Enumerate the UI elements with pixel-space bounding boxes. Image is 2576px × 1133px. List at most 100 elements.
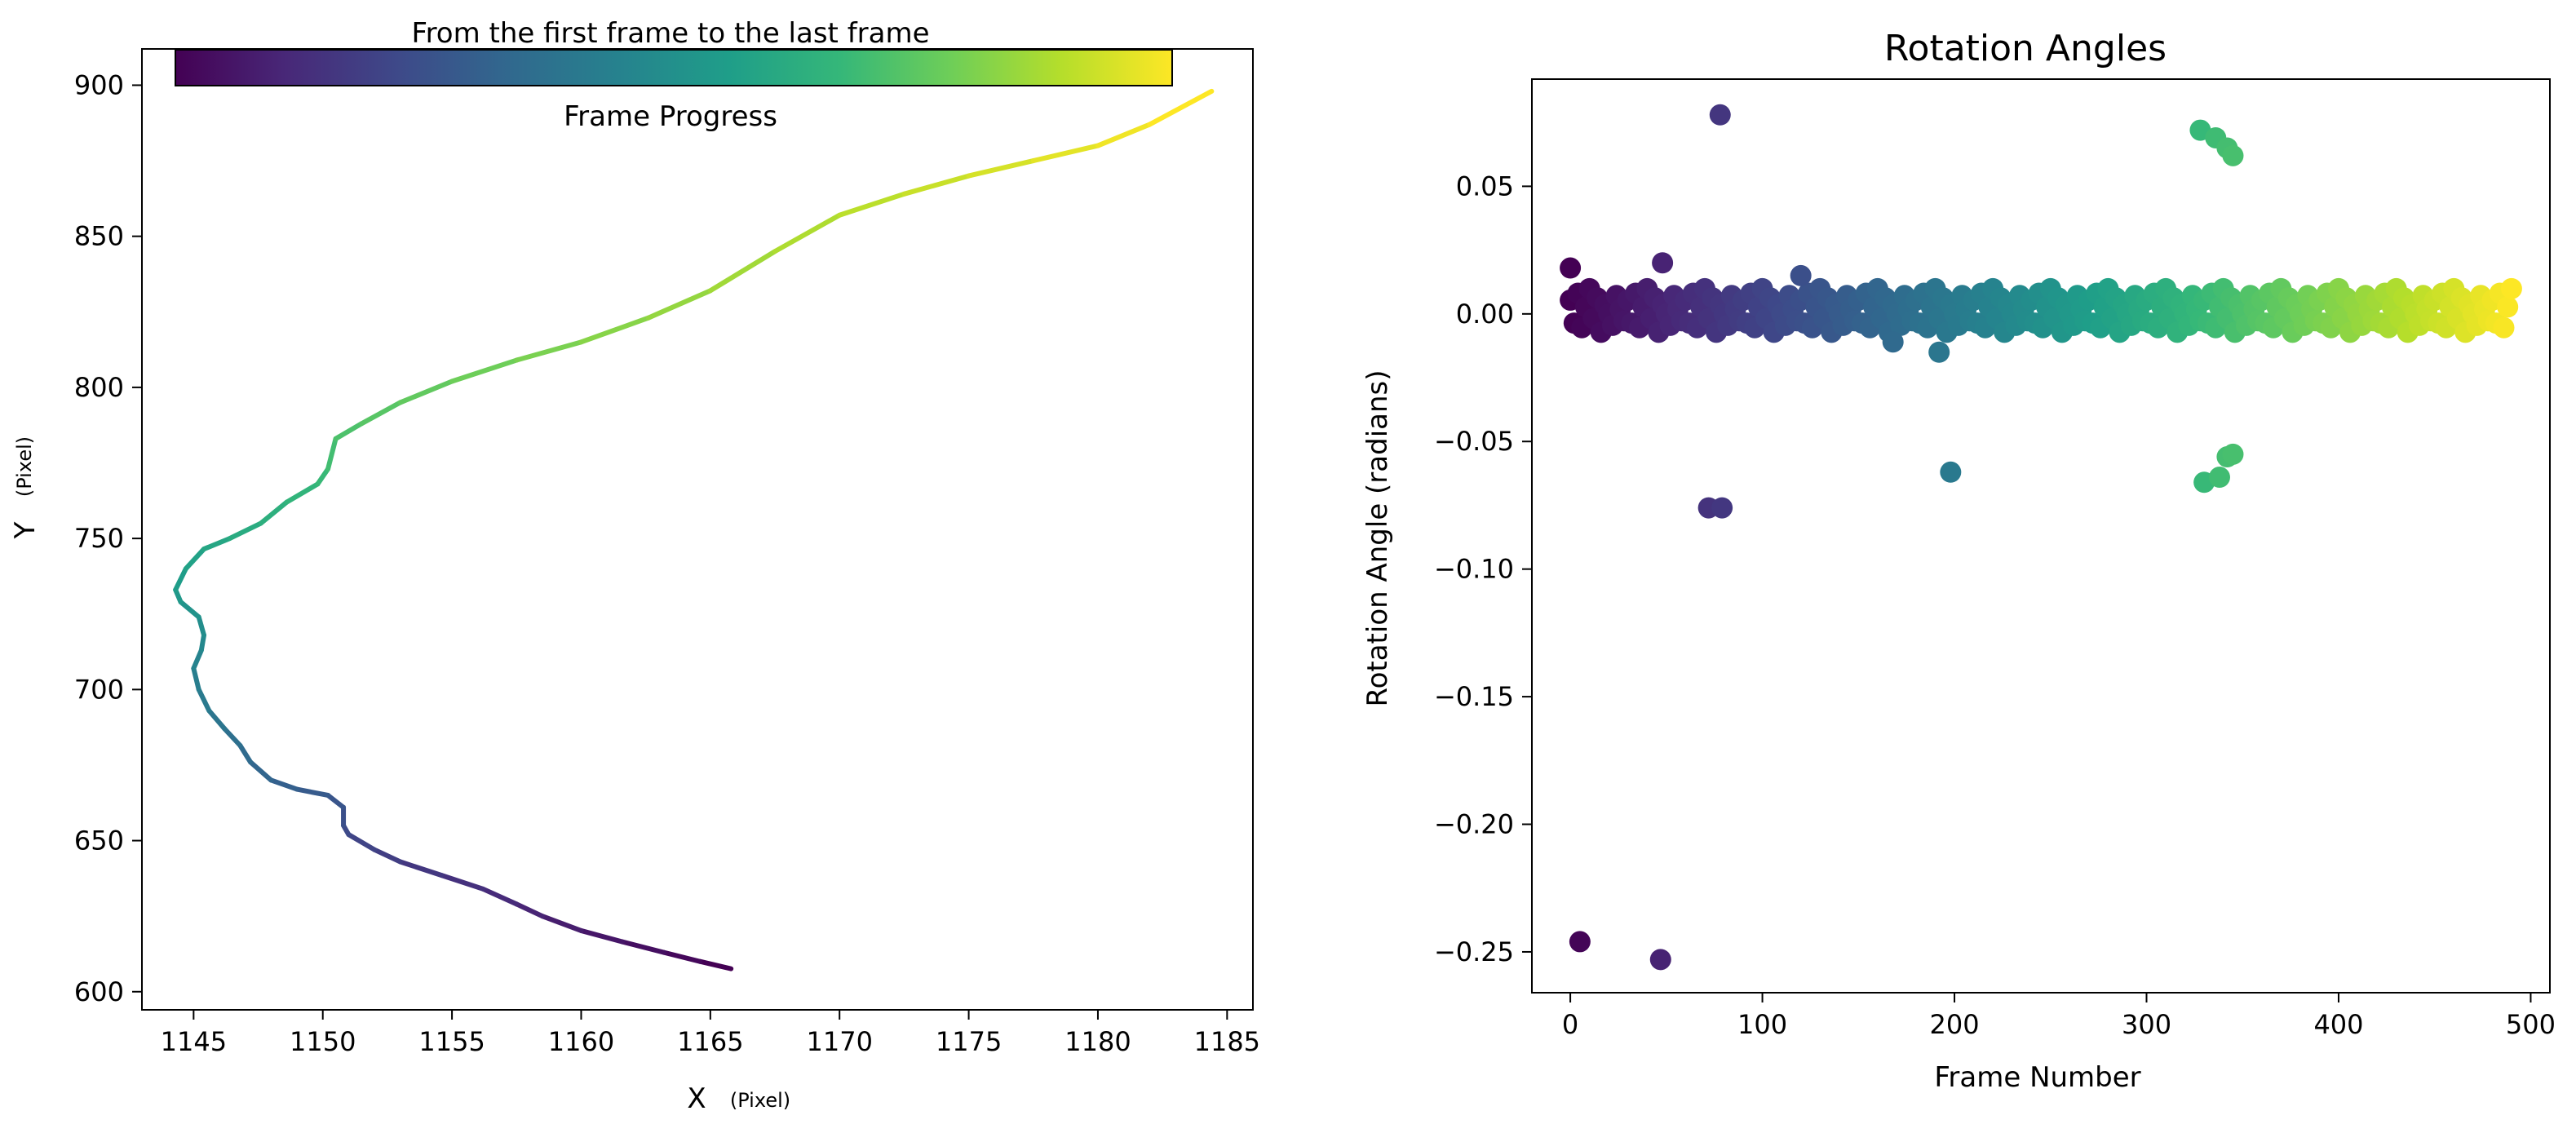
trajectory-segment (206, 708, 228, 732)
trajectory-segment (178, 599, 201, 620)
rotation-outlier-point (1882, 331, 1904, 353)
trajectory-line (173, 88, 1215, 971)
trajectory-segment (191, 666, 201, 693)
y-tick-label: 800 (74, 372, 124, 403)
rotation-outlier-point (1711, 497, 1733, 519)
trajectory-x-axis-label: X (687, 1082, 706, 1115)
trajectory-segment (196, 614, 207, 638)
trajectory-segment (578, 315, 651, 345)
trajectory-segment (325, 436, 339, 471)
x-tick-label: 300 (2122, 1009, 2171, 1040)
trajectory-segment (372, 847, 403, 865)
trajectory-segment (449, 357, 520, 384)
trajectory-segment (191, 648, 204, 671)
rotation-x-axis-label: Frame Number (1934, 1061, 2140, 1094)
x-tick-label: 1155 (418, 1026, 485, 1057)
trajectory-segment (284, 481, 321, 505)
trajectory-segment (837, 191, 907, 218)
rotation-outlier-point (2222, 144, 2244, 166)
y-tick-label: −0.20 (1434, 809, 1514, 840)
trajectory-segment (268, 777, 300, 792)
x-tick-label: 1145 (161, 1026, 227, 1057)
rotation-outlier-point (1709, 104, 1731, 126)
rotation-outlier-point (1560, 257, 1582, 279)
trajectory-segment (237, 742, 254, 765)
rotation-y-axis-label: Rotation Angle (radians) (1361, 370, 1394, 706)
rotation-point (2500, 277, 2522, 299)
x-tick-label: 200 (1929, 1009, 1979, 1040)
trajectory-segment (1095, 122, 1153, 148)
trajectory-segment (539, 914, 584, 933)
y-tick-label: 0.05 (1456, 170, 1514, 201)
x-tick-label: 1170 (806, 1026, 872, 1057)
x-tick-label: 0 (1562, 1009, 1578, 1040)
rotation-outlier-point (1928, 341, 1950, 363)
trajectory-segment (325, 792, 347, 810)
trajectory-segment (901, 173, 972, 197)
trajectory-segment (359, 400, 403, 427)
y-tick-label: 0.00 (1456, 299, 1514, 330)
y-tick-label: 850 (74, 221, 124, 252)
trajectory-segment (258, 499, 290, 526)
trajectory-y-axis-unit: (Pixel) (13, 436, 36, 497)
trajectory-segment (333, 421, 365, 441)
y-tick-label: 650 (74, 825, 124, 856)
rotation-outlier-point (1652, 252, 1674, 274)
trajectory-segment (201, 536, 232, 552)
y-tick-label: −0.10 (1434, 554, 1514, 585)
trajectory-segment (480, 886, 520, 907)
rotation-chart-title: Rotation Angles (1884, 28, 2167, 69)
trajectory-segment (173, 566, 188, 593)
trajectory-x-ticks: 1145 1150 1155 1160 1165 1170 1175 1180 1185 (161, 1010, 1260, 1057)
trajectory-chart: 1145 1150 1155 1160 1165 1170 1175 1180 1185 600… (9, 17, 1260, 1115)
trajectory-segment (514, 339, 584, 363)
trajectory-segment (661, 949, 703, 964)
trajectory-segment (707, 249, 778, 294)
x-tick-label: 1180 (1064, 1026, 1131, 1057)
colorbar-label: Frame Progress (564, 100, 777, 133)
trajectory-segment (248, 759, 274, 783)
x-tick-label: 1160 (548, 1026, 614, 1057)
rotation-plot-frame (1531, 78, 2551, 994)
colorbar-title: From the first frame to the last frame (411, 17, 929, 50)
x-tick-label: 1150 (290, 1026, 356, 1057)
trajectory-segment (198, 632, 207, 653)
trajectory-segment (196, 687, 212, 714)
trajectory-segment (315, 466, 331, 487)
trajectory-segment (294, 786, 331, 798)
y-tick-label: −0.15 (1434, 681, 1514, 712)
trajectory-segment (222, 726, 243, 748)
y-tick-label: 900 (74, 69, 124, 100)
trajectory-segment (346, 832, 378, 852)
y-tick-label: 750 (74, 523, 124, 554)
rotation-outlier-point (1790, 264, 1812, 286)
rotation-points (1560, 104, 2522, 971)
trajectory-segment (514, 901, 545, 919)
trajectory-segment (1030, 143, 1100, 164)
rotation-outlier-point (1649, 949, 1671, 971)
trajectory-segment (397, 378, 455, 405)
trajectory-y-ticks: 600 650 700 750 800 850 900 (74, 69, 142, 1007)
rotation-chart: Rotation Angles 0 100 200 300 400 500 0.050.0… (1361, 28, 2556, 1094)
rotation-y-ticks: 0.05 0.00 −0.05 −0.10 −0.15 −0.20 −0.25 (1434, 170, 1532, 967)
rotation-outlier-point (1940, 461, 1962, 483)
trajectory-segment (183, 547, 207, 572)
y-tick-label: −0.25 (1434, 936, 1514, 967)
trajectory-segment (397, 859, 445, 879)
rotation-outlier-point (1569, 931, 1591, 953)
trajectory-x-axis-unit: (Pixel) (730, 1089, 790, 1112)
x-tick-label: 1185 (1194, 1026, 1260, 1057)
trajectory-segment (227, 520, 263, 542)
rotation-outlier-point (2208, 467, 2230, 489)
trajectory-segment (439, 873, 486, 892)
colorbar (175, 49, 1173, 86)
trajectory-plot-frame (141, 48, 1254, 1011)
y-tick-label: −0.05 (1434, 426, 1514, 457)
trajectory-segment (1147, 88, 1215, 127)
trajectory-segment (620, 939, 666, 955)
trajectory-segment (578, 927, 626, 945)
x-tick-label: 500 (2506, 1009, 2556, 1040)
y-tick-label: 700 (74, 674, 124, 705)
rotation-point (2497, 296, 2519, 318)
trajectory-segment (645, 288, 713, 321)
